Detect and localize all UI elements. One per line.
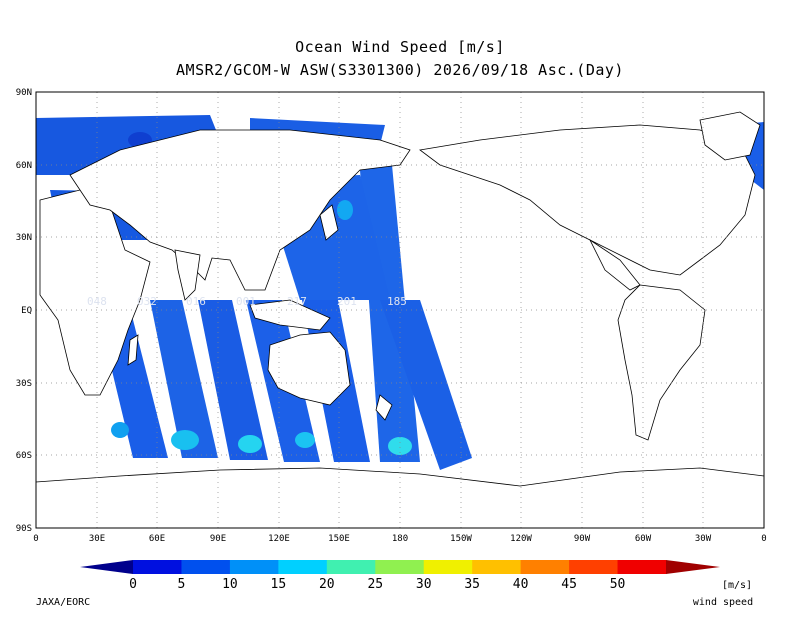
orbit-label: 048 xyxy=(87,295,107,308)
lat-label: 30N xyxy=(16,233,32,243)
lon-label: 120E xyxy=(268,534,290,544)
lon-label: 90W xyxy=(574,534,591,544)
colorbar-unit: [m/s] xyxy=(722,580,752,591)
japan-outline xyxy=(319,204,339,241)
lon-label: 60E xyxy=(149,534,165,544)
orbit-label: 217 xyxy=(287,295,307,308)
colorbar-tick-label: 15 xyxy=(271,577,287,592)
colorbar-tick-label: 0 xyxy=(129,577,137,592)
colorbar-over-arrow xyxy=(666,560,720,574)
orbit-label: 001 xyxy=(236,295,256,308)
lon-label: 150W xyxy=(450,534,472,544)
central-america-outline xyxy=(588,238,641,291)
colorbar-segment xyxy=(472,560,522,574)
orbit-labels: 048 032 016 001 217 201 185 xyxy=(87,295,407,308)
orbit-label: 185 xyxy=(387,295,407,308)
lon-label: 30W xyxy=(695,534,712,544)
lon-label: 30E xyxy=(89,534,105,544)
swath xyxy=(150,300,218,458)
madagascar-outline xyxy=(127,334,139,366)
swath-patch xyxy=(171,430,199,450)
swath-patch xyxy=(388,437,412,455)
north-america-outline xyxy=(419,124,756,276)
lat-label: 30S xyxy=(16,379,32,389)
colorbar-tick-label: 10 xyxy=(222,577,238,592)
colorbar-under-arrow xyxy=(80,560,133,574)
coastlines xyxy=(36,111,764,528)
lon-label: 60W xyxy=(635,534,652,544)
lon-label: 180 xyxy=(392,534,408,544)
colorbar-segment xyxy=(520,560,570,574)
lon-label: 120W xyxy=(510,534,532,544)
colorbar-tick-label: 5 xyxy=(178,577,186,592)
colorbar-tick-label: 50 xyxy=(610,577,626,592)
colorbar-tick-label: 20 xyxy=(319,577,335,592)
lon-label: 0 xyxy=(33,534,38,544)
colorbar-tick-label: 40 xyxy=(513,577,529,592)
map-frame xyxy=(35,91,765,529)
swath xyxy=(198,300,268,460)
map-title: Ocean Wind Speed [m/s] xyxy=(295,38,505,56)
orbit-label: 032 xyxy=(137,295,157,308)
colorbar-segment xyxy=(229,560,279,574)
lat-label: 60N xyxy=(16,161,32,171)
colorbar-tick-label: 30 xyxy=(416,577,432,592)
africa-outline xyxy=(39,189,151,396)
swath-patch xyxy=(295,432,315,448)
latitude-labels: 90N 60N 30N EQ 30S 60S 90S xyxy=(16,88,32,534)
south-america-outline xyxy=(617,284,706,441)
colorbar-segment xyxy=(278,560,328,574)
colorbar-segment xyxy=(423,560,473,574)
credit-label: JAXA/EORC xyxy=(36,597,90,608)
newzealand-outline xyxy=(375,394,393,421)
colorbar-segment xyxy=(133,560,182,574)
colorbar-tick-label: 45 xyxy=(561,577,577,592)
lat-label: 90S xyxy=(16,524,32,534)
longitude-labels: 0 30E 60E 90E 120E 150E 180 150W 120W 90… xyxy=(33,534,766,544)
orbit-label: 016 xyxy=(186,295,206,308)
colorbar-segment xyxy=(569,560,619,574)
colorbar-segment xyxy=(375,560,425,574)
lon-label: 0 xyxy=(761,534,766,544)
swath-patch xyxy=(238,435,262,453)
indonesia-outline xyxy=(249,299,331,331)
lat-label: 60S xyxy=(16,451,32,461)
colorbar-segment xyxy=(617,560,667,574)
australia-outline xyxy=(267,331,351,406)
lon-label: 90E xyxy=(210,534,226,544)
greenland-outline xyxy=(699,111,761,161)
lon-label: 150E xyxy=(328,534,350,544)
swath-patch xyxy=(111,422,129,438)
eurasia-outline xyxy=(69,129,411,291)
colorbar-segment xyxy=(181,560,231,574)
lat-label: 90N xyxy=(16,88,32,98)
swath xyxy=(380,300,472,470)
colorbar: 0 5 10 15 20 25 30 35 40 45 50 [m/s] wind speed xyxy=(80,560,753,608)
india-outline xyxy=(174,249,201,301)
lat-label: EQ xyxy=(21,306,32,316)
map-subtitle: AMSR2/GCOM-W ASW(S3301300) 2026/09/18 As… xyxy=(176,61,624,79)
colorbar-quantity: wind speed xyxy=(693,597,753,608)
orbit-label: 201 xyxy=(337,295,357,308)
colorbar-tick-label: 35 xyxy=(464,577,480,592)
swath-patch xyxy=(337,200,353,220)
colorbar-segment xyxy=(326,560,376,574)
colorbar-tick-label: 25 xyxy=(367,577,383,592)
